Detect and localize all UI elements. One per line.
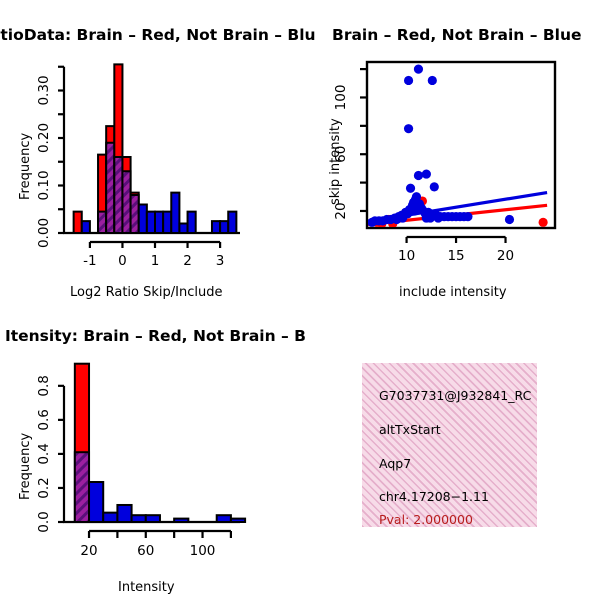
x-tick-label: 1 bbox=[151, 253, 160, 269]
scatter-point bbox=[409, 206, 420, 216]
y-tick-label: 0.2 bbox=[36, 477, 52, 498]
histogram-bar bbox=[80, 220, 91, 234]
histogram-bar bbox=[137, 203, 148, 234]
ratio-hist-bars bbox=[72, 63, 238, 234]
y-tick-label: 0.10 bbox=[36, 170, 52, 200]
scatter-point bbox=[405, 183, 416, 193]
histogram-bar bbox=[130, 514, 147, 523]
histogram-bar bbox=[102, 511, 119, 523]
scatter-point bbox=[413, 64, 424, 74]
histogram-bar bbox=[173, 517, 190, 524]
histogram-bar bbox=[210, 220, 222, 234]
x-tick-label: 60 bbox=[137, 543, 154, 559]
y-tick-label: 0.0 bbox=[36, 511, 52, 532]
histogram-bar-overlap bbox=[121, 170, 132, 234]
scatter-axes bbox=[360, 67, 507, 243]
histogram-bar bbox=[229, 517, 247, 524]
histogram-bar bbox=[145, 210, 157, 234]
histogram-bar bbox=[215, 514, 232, 523]
histogram-bar bbox=[178, 222, 189, 234]
intensity-hist-bars bbox=[73, 362, 247, 524]
scatter-point bbox=[413, 170, 424, 181]
y-tick-label: 0.8 bbox=[36, 375, 52, 396]
x-tick-label: 20 bbox=[80, 543, 97, 559]
histogram-bar-overlap bbox=[129, 194, 140, 234]
x-tick-label: 2 bbox=[183, 253, 192, 269]
ratio-hist-title: RatioData: Brain – Red, Not Brain – Blu bbox=[0, 26, 316, 44]
histogram-bar-overlap bbox=[73, 451, 91, 523]
scatter-point bbox=[538, 217, 548, 227]
ratio-hist-xlabel: Log2 Ratio Skip/Include bbox=[70, 285, 223, 300]
histogram-bar bbox=[162, 210, 173, 234]
x-tick-label: -1 bbox=[83, 253, 96, 269]
scatter-point bbox=[398, 213, 408, 223]
x-tick-label: 100 bbox=[190, 543, 216, 559]
scatter-point bbox=[403, 124, 414, 134]
scatter-xlabel: include intensity bbox=[399, 285, 507, 300]
info-event-type: altTxStart bbox=[379, 422, 441, 437]
scatter-point bbox=[427, 75, 437, 86]
x-tick-label: 15 bbox=[447, 248, 464, 264]
histogram-bar-overlap bbox=[113, 156, 124, 234]
y-tick-label: 0.00 bbox=[36, 218, 52, 248]
x-tick-label: 20 bbox=[497, 248, 514, 264]
scatter-plot: 20 60 100 10 15 20 bbox=[333, 60, 557, 264]
histogram-bar bbox=[186, 210, 197, 234]
histogram-bar-overlap bbox=[105, 141, 116, 234]
intensity-hist-plot: 0.0 0.2 0.4 0.6 0.8 20 60 100 bbox=[36, 362, 247, 559]
x-tick-label: 3 bbox=[216, 253, 225, 269]
scatter-point bbox=[421, 169, 431, 179]
scatter-point bbox=[504, 214, 515, 225]
intensity-hist-xlabel: Intensity bbox=[118, 580, 175, 595]
histogram-bar bbox=[72, 210, 83, 234]
scatter-point bbox=[463, 212, 473, 222]
histogram-bar bbox=[144, 514, 161, 523]
info-panel: G7037731@J932841_RC altTxStart Aqp7 chr4… bbox=[362, 363, 537, 527]
info-coordinates: chr4.17208−1.11 bbox=[379, 489, 489, 504]
ratio-hist-plot: 0.00 0.10 0.20 0.30 -1 0 1 2 3 bbox=[36, 63, 240, 269]
intensity-hist-title: ne Itensity: Brain – Red, Not Brain – B bbox=[0, 327, 306, 345]
info-gene: Aqp7 bbox=[379, 456, 412, 471]
histogram-bar-overlap bbox=[97, 210, 108, 234]
y-tick-label: 20 bbox=[333, 202, 349, 219]
scatter-point bbox=[425, 213, 435, 223]
scatter-point bbox=[403, 75, 414, 86]
scatter-title: Brain – Red, Not Brain – Blue bbox=[332, 26, 582, 44]
scatter-point bbox=[368, 217, 377, 227]
x-tick-label: 0 bbox=[118, 253, 127, 269]
ratio-hist-axes bbox=[58, 65, 240, 248]
scatter-point bbox=[433, 213, 443, 223]
info-probe-id: G7037731@J932841_RC bbox=[379, 388, 532, 403]
y-tick-label: 60 bbox=[333, 146, 349, 163]
x-tick-label: 10 bbox=[398, 248, 415, 264]
y-tick-label: 100 bbox=[333, 85, 349, 111]
histogram-bar bbox=[116, 503, 133, 524]
y-tick-label: 0.6 bbox=[36, 409, 52, 430]
histogram-bar bbox=[170, 191, 181, 234]
histogram-bar bbox=[154, 210, 165, 234]
y-tick-label: 0.20 bbox=[36, 123, 52, 153]
histogram-bar bbox=[88, 481, 105, 523]
scatter-point bbox=[429, 182, 439, 192]
y-tick-label: 0.4 bbox=[36, 443, 52, 464]
histogram-bar bbox=[227, 210, 238, 234]
scatter-content bbox=[368, 64, 548, 227]
y-tick-label: 0.30 bbox=[36, 75, 52, 105]
histogram-bar bbox=[219, 220, 230, 234]
plot-frame bbox=[365, 60, 557, 230]
info-pval: Pval: 2.000000 bbox=[379, 512, 473, 527]
